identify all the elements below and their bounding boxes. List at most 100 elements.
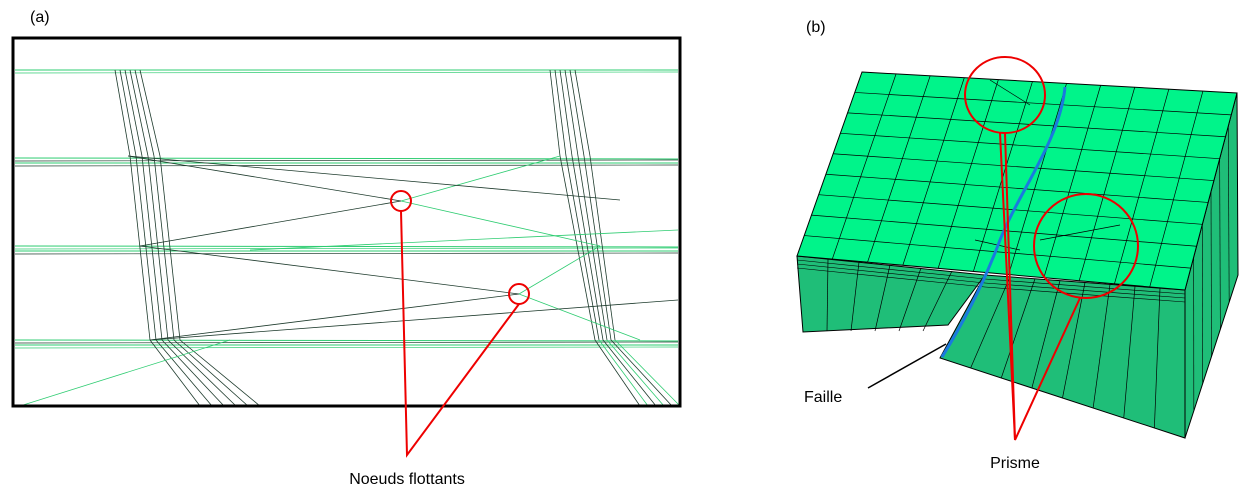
mesh-edge: [1078, 87, 1136, 281]
mesh-edge: [571, 155, 604, 341]
mesh-edge: [14, 245, 679, 248]
mesh-edge: [831, 73, 897, 260]
mesh-edge: [161, 339, 225, 407]
mesh-edge: [400, 200, 601, 247]
top-face: [796, 71, 1238, 291]
mesh-edge: [14, 339, 679, 342]
mesh-edge: [518, 293, 641, 341]
mesh-edge: [847, 112, 1226, 138]
mesh-edge: [796, 267, 986, 288]
mesh-edge: [594, 339, 641, 407]
mesh-edge: [518, 245, 601, 295]
mesh-edge: [114, 69, 131, 157]
mesh-edge: [1043, 85, 1101, 278]
mesh-edge: [804, 235, 1191, 269]
mesh-edge: [153, 155, 175, 341]
mesh-edge: [989, 79, 1031, 106]
block: [796, 71, 1239, 439]
mesh-edge: [155, 339, 213, 407]
mesh-edge: [127, 155, 402, 202]
mesh-edge: [14, 252, 679, 255]
mesh-edge: [1000, 278, 1036, 379]
mesh-edge: [149, 339, 201, 407]
mesh-edge: [577, 155, 608, 341]
mesh-edge: [850, 261, 860, 332]
mesh-edge: [1149, 90, 1204, 288]
mesh-edge: [602, 339, 657, 407]
mesh-edge: [564, 69, 579, 157]
mesh-edge: [984, 278, 1186, 295]
mesh-edge: [14, 159, 679, 162]
mesh-edge: [149, 293, 520, 341]
mesh-edge: [867, 75, 931, 263]
mesh-edge: [796, 259, 986, 280]
mesh-edge: [825, 173, 1209, 203]
panel-a-frame: [11, 36, 682, 408]
mesh-edge: [833, 153, 1214, 181]
mesh-edge: [14, 346, 679, 349]
mesh-edge: [129, 69, 149, 157]
mesh-edge: [1210, 191, 1212, 357]
mesh-edge: [119, 69, 137, 157]
mesh-edge: [14, 341, 679, 344]
fault-pointer: [867, 343, 947, 389]
mesh-edge: [554, 69, 567, 157]
mesh-edge: [141, 155, 163, 341]
panel-a-label: (a): [30, 9, 50, 26]
mesh-edge: [167, 339, 237, 407]
mesh-edge: [574, 69, 591, 157]
mesh-edge: [1092, 284, 1111, 409]
mesh-edge: [922, 270, 953, 332]
fault-line: [940, 86, 1067, 358]
mesh-edge: [583, 155, 612, 341]
mesh-edge: [159, 155, 181, 341]
mesh-edge: [149, 299, 679, 341]
mesh-edge: [1219, 158, 1221, 330]
mesh-edge: [598, 339, 649, 407]
mesh-edge: [874, 264, 891, 332]
mesh-b: [796, 73, 1232, 429]
mesh-edge: [610, 339, 673, 407]
mesh-edge: [1154, 288, 1161, 429]
mesh-edge: [796, 263, 986, 284]
mesh-edge: [1228, 125, 1230, 303]
mesh-edge: [179, 339, 261, 407]
mesh-edge: [1039, 224, 1121, 241]
mesh-edge: [134, 69, 155, 157]
mesh-edge: [984, 286, 1186, 303]
mesh-edge: [1008, 83, 1067, 275]
mesh-edge: [124, 69, 143, 157]
annotation: Noeuds flottants: [349, 471, 465, 488]
mesh-a: [14, 69, 681, 407]
mesh-edge: [139, 245, 520, 295]
mesh-edge: [569, 69, 585, 157]
mesh-edge: [139, 200, 402, 247]
mesh-edge: [1114, 89, 1170, 284]
mesh-edge: [249, 229, 679, 251]
front-left: [796, 255, 986, 333]
panel-b-label: (b): [806, 19, 826, 36]
pointer-line: [1004, 132, 1016, 441]
mesh-edge: [818, 194, 1203, 225]
prism-circle: [1033, 193, 1139, 299]
mesh-edge: [559, 155, 596, 341]
mesh-edge: [984, 282, 1186, 299]
mesh-edge: [14, 157, 679, 160]
mesh-edge: [898, 267, 922, 332]
mesh-edge: [565, 155, 600, 341]
mesh-edge: [14, 247, 679, 250]
mesh-edge: [937, 79, 999, 269]
mesh-edge: [589, 155, 616, 341]
mesh-edge: [19, 339, 231, 407]
pointer-lines: [400, 210, 520, 458]
mesh-edge: [614, 339, 681, 407]
mesh-edge: [854, 92, 1232, 116]
mesh-edge: [14, 71, 679, 74]
mesh-edge: [129, 155, 151, 341]
mesh-edge: [902, 77, 965, 266]
mesh-edge: [549, 69, 561, 157]
mesh-edge: [1031, 280, 1061, 389]
mesh-edge: [840, 132, 1220, 160]
mesh-edge: [127, 155, 621, 201]
